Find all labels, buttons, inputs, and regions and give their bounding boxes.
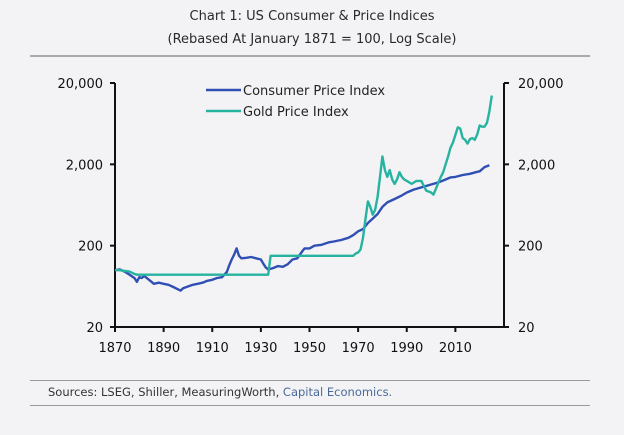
footer-divider-top	[30, 380, 590, 381]
x-tick-label: 1990	[390, 341, 423, 356]
y-tick-label-left: 20,000	[58, 77, 104, 92]
y-tick-label-right: 20	[518, 321, 535, 336]
series-line-cpi	[114, 164, 490, 292]
x-tick-label: 1970	[342, 341, 375, 356]
x-tick-label: 1950	[293, 341, 326, 356]
legend: Consumer Price Index Gold Price Index	[206, 84, 385, 120]
series-group	[114, 95, 493, 292]
series-line-gold	[115, 95, 493, 276]
y-tick-label-left: 200	[78, 240, 103, 255]
sources-highlight: Capital Economics.	[282, 385, 393, 399]
x-tick-label: 2010	[439, 341, 472, 356]
y-tick-label-left: 2,000	[66, 158, 103, 173]
x-tick-label: 1910	[196, 341, 229, 356]
footer-divider-bottom	[30, 405, 590, 406]
legend-label-cpi: Consumer Price Index	[243, 84, 385, 99]
chart-area: 20,000 20,000 2,000 2,000 200 200 20 20 1870 1890…	[58, 77, 564, 356]
sources-text: Sources: LSEG, Shiller, MeasuringWorth,	[48, 385, 283, 399]
chart-subtitle: (Rebased At January 1871 = 100, Log Scal…	[167, 32, 457, 47]
y-tick-label-right: 20,000	[518, 77, 564, 92]
x-tick-label: 1870	[98, 341, 131, 356]
chart-title: Chart 1: US Consumer & Price Indices	[189, 9, 435, 24]
y-tick-label-right: 200	[518, 240, 543, 255]
axes: 20,000 20,000 2,000 2,000 200 200 20 20 1870 1890…	[58, 77, 564, 356]
y-tick-label-left: 20	[86, 321, 103, 336]
legend-label-gold: Gold Price Index	[243, 105, 349, 120]
sources-note: Sources: LSEG, Shiller, MeasuringWorth, …	[48, 385, 392, 399]
x-tick-label: 1930	[244, 341, 277, 356]
top-divider	[30, 55, 590, 57]
y-tick-label-right: 2,000	[518, 158, 555, 173]
x-tick-label: 1890	[147, 341, 180, 356]
